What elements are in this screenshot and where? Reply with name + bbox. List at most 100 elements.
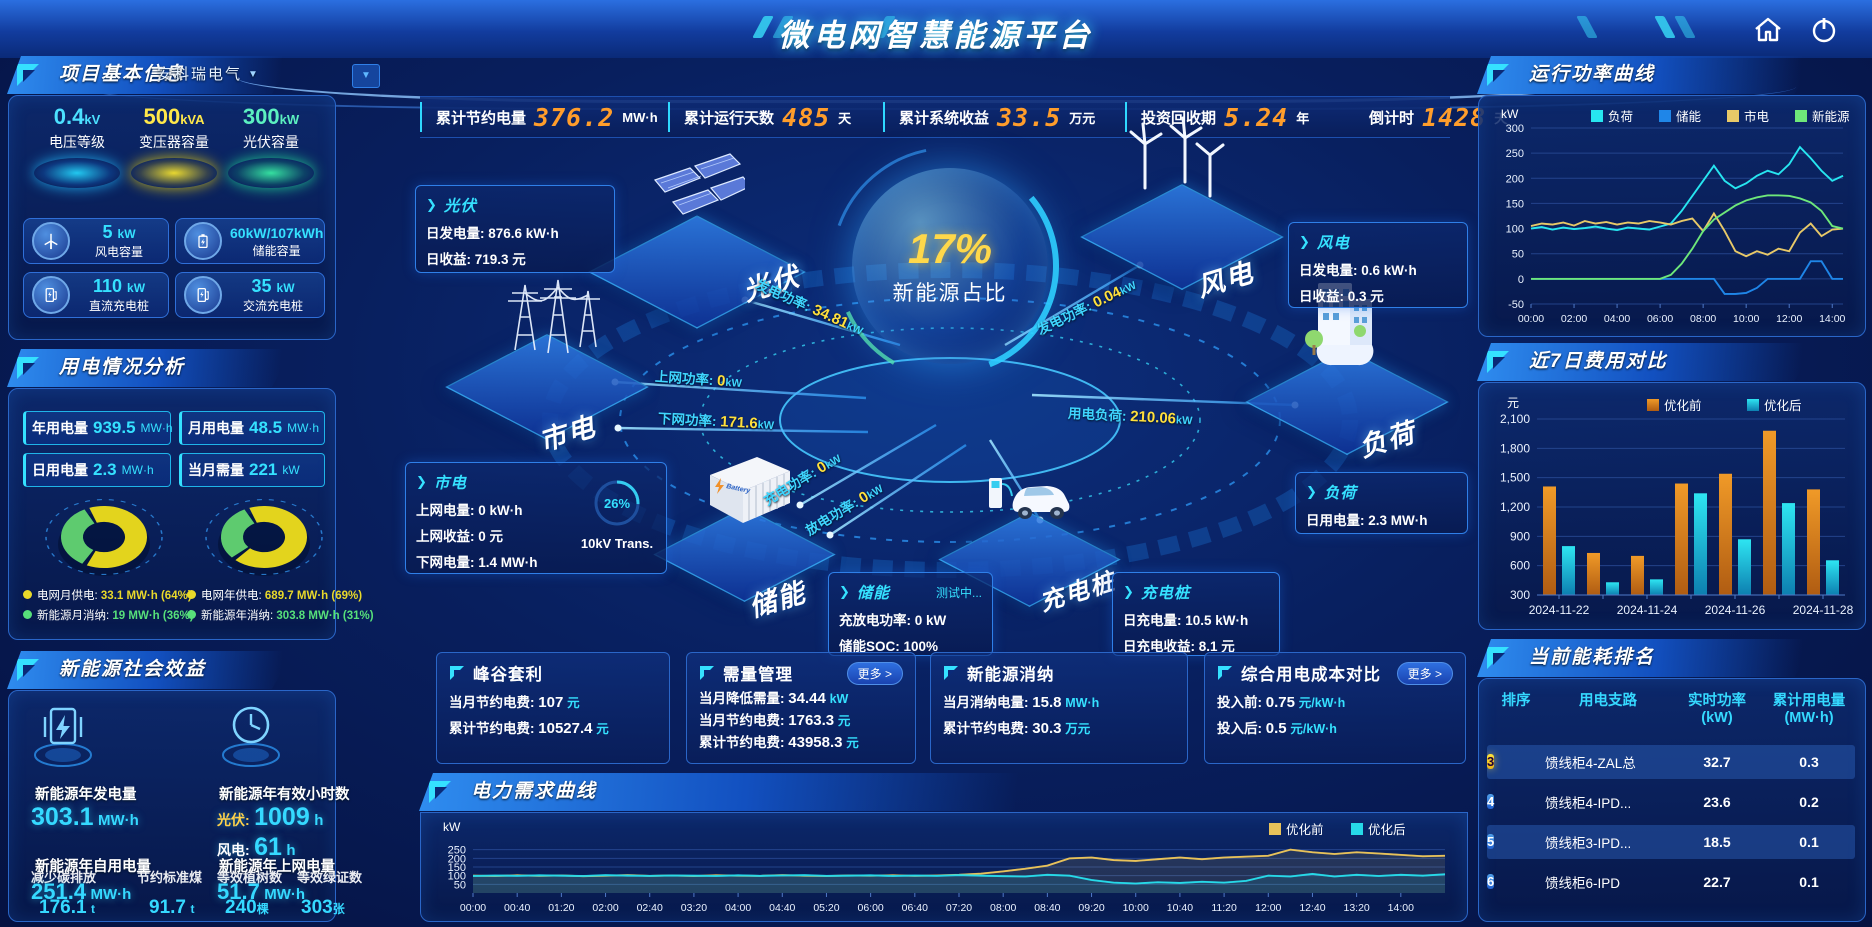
flow-grid-down: 下网功率: 171.6kW: [657, 410, 775, 433]
kpi-label: 倒计时: [1369, 109, 1415, 127]
more-button[interactable]: 更多 >: [846, 661, 903, 685]
podium-voltage: 0.4kV 电压等级: [27, 104, 127, 188]
svg-text:2,100: 2,100: [1500, 412, 1530, 426]
svg-text:新能源: 新能源: [1812, 109, 1850, 124]
wind-turbine-icon: [32, 222, 70, 260]
svg-text:06:00: 06:00: [1647, 313, 1673, 325]
infobox-storage: ❯ 储能 测试中... 充放电功率: 0 kW 储能SOC: 100%: [828, 572, 993, 656]
podium-value: 500: [143, 104, 181, 129]
svg-text:06:00: 06:00: [857, 902, 883, 914]
power-icon[interactable]: [1806, 12, 1842, 48]
podium-label: 光伏容量: [243, 134, 299, 150]
corner-icon: [427, 779, 453, 805]
svg-text:优化前: 优化前: [1286, 822, 1324, 837]
podium-unit: kV: [84, 112, 101, 127]
svg-text:08:00: 08:00: [1690, 313, 1716, 325]
svg-text:1,500: 1,500: [1500, 471, 1530, 485]
panel-project-info: 项目基本信息 安科瑞电气 ▼ 0.4kV 电压等级 500kVA 变压器容量 3…: [8, 95, 336, 340]
svg-text:2024-11-24: 2024-11-24: [1617, 603, 1678, 617]
demand-line-chart: 50 100 150 200 250 00:00 00:40 01:20 02:00 02:40 0…: [427, 815, 1459, 917]
stat-value: 303.1 MW·h: [31, 803, 139, 831]
svg-text:2024-11-26: 2024-11-26: [1705, 603, 1766, 617]
legend-dot: [23, 610, 32, 619]
corner-icon: [15, 62, 41, 88]
kpi-total-profit: 累计系统收益 33.5 万元: [883, 102, 1125, 132]
svg-text:250: 250: [1506, 148, 1524, 160]
renewable-share-label: 新能源占比: [892, 282, 1008, 305]
kpi-label: 投资回收期: [1141, 109, 1217, 127]
chevron-down-icon: ▼: [247, 69, 260, 80]
panel-cost-compare: 近7日费用对比 300 600 900 1,200 1,500 1,800 2,100 元优化…: [1478, 382, 1866, 630]
stat-value: 风电: 61 h: [217, 833, 296, 861]
corner-icon: [15, 355, 41, 381]
svg-text:2024-11-22: 2024-11-22: [1529, 603, 1590, 617]
kpi-label: 累计节约电量: [436, 109, 527, 127]
legend-dot: [187, 590, 196, 599]
svg-text:150: 150: [1506, 198, 1524, 210]
card-storage-capacity: 60kW/107kWh 储能容量: [175, 218, 325, 264]
svg-text:kW: kW: [443, 820, 461, 834]
infobox-charger: ❯ 充电桩 日充电量: 10.5 kW·h 日充电收益: 8.1 元: [1112, 572, 1280, 656]
svg-text:50: 50: [454, 879, 466, 891]
kpi-payback-period: 投资回收期 5.24 年: [1125, 102, 1355, 132]
card-demand-management: 需量管理 更多 > 当月降低需量: 34.44 kW 当月节约电费: 1763.3…: [686, 652, 916, 764]
svg-text:100: 100: [1506, 224, 1524, 236]
rank-badge: 3: [1487, 754, 1495, 769]
kpi-unit: MW·h: [622, 109, 658, 125]
svg-text:11:20: 11:20: [1211, 902, 1237, 914]
panel-demand-curve: 电力需求曲线 50 100 150 200 250 00:00 00:40 01:20 02:0…: [420, 812, 1468, 922]
stat-value: 光伏: 1009 h: [217, 803, 324, 831]
table-row[interactable]: 3 馈线柜4-ZAL总 32.7 0.3: [1487, 745, 1855, 779]
svg-text:市电: 市电: [1744, 109, 1770, 124]
arrow-icon: ❯: [416, 474, 427, 489]
kpi-unit: 万元: [1069, 110, 1096, 126]
svg-text:06:40: 06:40: [902, 902, 928, 914]
panel-social-benefits: 新能源社会效益 新能源年发电量 303.1 MW·h 新能源年有效小时数 光伏:…: [8, 690, 362, 922]
table-row[interactable]: 5 馈线柜3-IPD... 18.5 0.1: [1487, 825, 1855, 859]
kpi-saved-energy: 累计节约电量 376.2 MW·h: [420, 102, 668, 132]
podium-value: 0.4: [53, 104, 85, 129]
company-select-value: 安科瑞电气: [156, 66, 242, 83]
panel-title: 新能源社会效益: [59, 659, 207, 680]
stat-label: 新能源年自用电量: [35, 859, 151, 875]
svg-text:100: 100: [448, 871, 466, 883]
podium-glow: [34, 158, 120, 188]
panel-title: 当前能耗排名: [1529, 647, 1656, 668]
card-label: 交流充电桩: [242, 298, 303, 313]
svg-text:元: 元: [1507, 396, 1519, 410]
generation-icon: [31, 697, 95, 771]
kpi-value: 485: [782, 102, 831, 132]
card-corner-icon: [700, 666, 714, 680]
svg-text:kW: kW: [1501, 107, 1519, 121]
card-corner-icon: [450, 666, 464, 680]
card-cost-comparison: 综合用电成本对比 更多 > 投入前: 0.75 元/kW·h 投入后: 0.5 元…: [1204, 652, 1466, 764]
card-corner-icon: [944, 666, 958, 680]
table-row[interactable]: 6 馈线柜6-IPD 22.7 0.1: [1487, 874, 1819, 891]
wind-turbines-icon: [1115, 110, 1225, 220]
kpi-label: 累计系统收益: [899, 109, 990, 127]
storage-status: 测试中...: [935, 585, 982, 600]
card-peak-valley-arbitrage: 峰谷套利 当月节约电费: 107 元 累计节约电费: 10527.4 元: [436, 652, 670, 764]
svg-text:14:00: 14:00: [1388, 902, 1414, 914]
more-button[interactable]: 更多 >: [1396, 661, 1453, 685]
donut-chart-month: [39, 491, 169, 583]
collapse-dropdown-button[interactable]: ▼: [352, 64, 380, 88]
company-select[interactable]: 安科瑞电气 ▼: [157, 56, 260, 94]
card-label: 风电容量: [94, 244, 143, 259]
panel-usage-header: 用电情况分析: [7, 349, 294, 387]
corner-icon: [15, 657, 41, 683]
home-icon[interactable]: [1750, 12, 1786, 48]
stat-label: 节约标准煤: [137, 870, 203, 885]
rank-badge: 4: [1487, 794, 1495, 809]
svg-text:12:00: 12:00: [1255, 902, 1281, 914]
table-row[interactable]: 4 馈线柜4-IPD... 23.6 0.2: [1487, 794, 1819, 811]
rank-badge: 6: [1487, 874, 1495, 889]
arrow-icon: ❯: [1123, 584, 1134, 599]
legend-grid-year: 电网年供电: 689.7 MW·h (69%): [187, 587, 362, 603]
podium-glow: [228, 158, 314, 188]
stat-value: 91.7 t: [149, 897, 195, 918]
panel-cost-compare-header: 近7日费用对比: [1477, 343, 1817, 381]
cost-bar-chart: 300 600 900 1,200 1,500 1,800 2,100 元 优化前 优化后 2024…: [1485, 389, 1857, 621]
arrow-icon: ❯: [426, 197, 437, 212]
svg-text:02:00: 02:00: [1561, 313, 1587, 325]
